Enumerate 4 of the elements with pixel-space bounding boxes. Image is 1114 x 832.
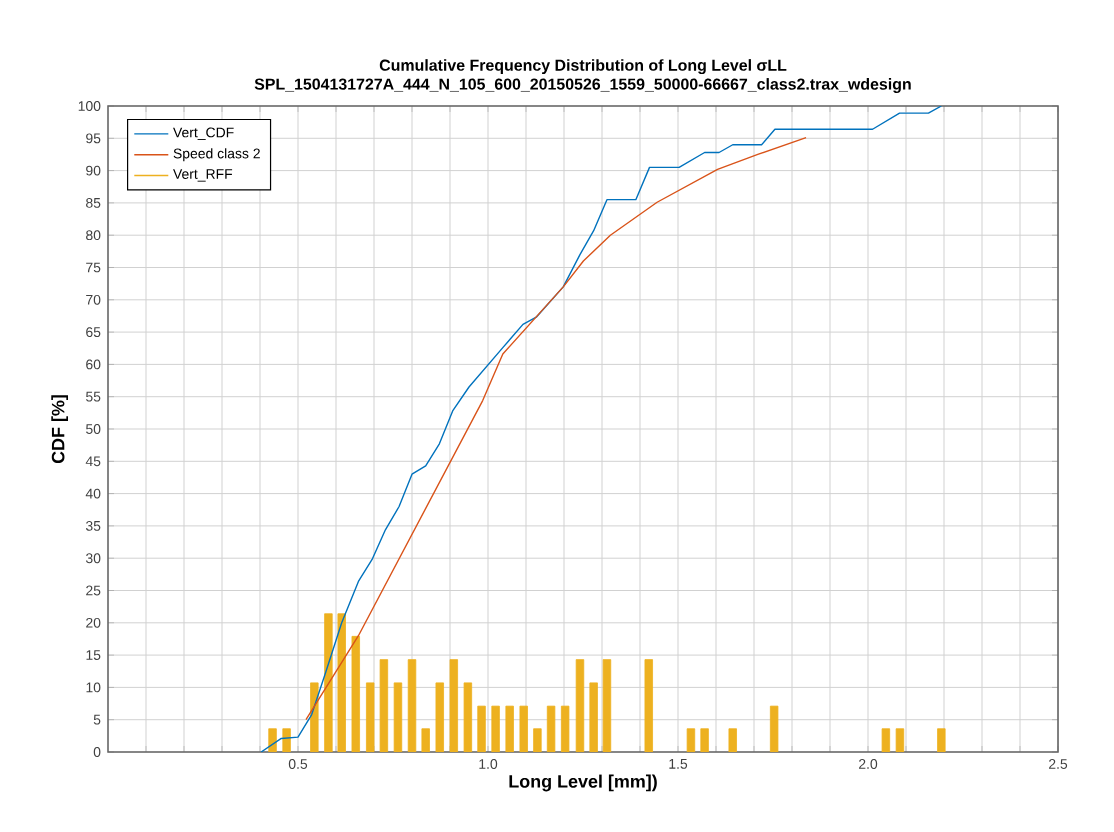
line-series (260, 105, 943, 752)
x-axis-title: Long Level [mm]) (509, 774, 657, 792)
y-axis-title: CDF [%] (51, 395, 69, 464)
line-series (305, 136, 807, 721)
